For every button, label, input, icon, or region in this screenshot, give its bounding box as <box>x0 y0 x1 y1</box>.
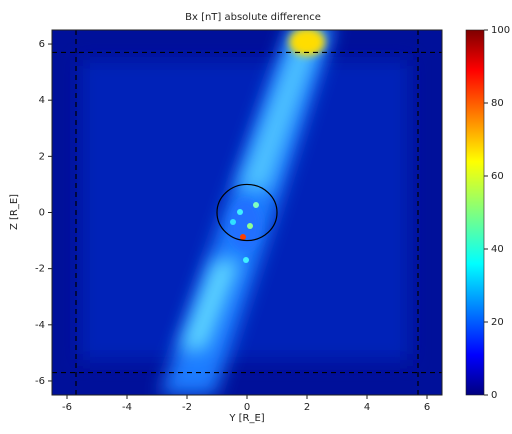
chart-title: Bx [nT] absolute difference <box>185 12 321 23</box>
colorbar-tick-label: 40 <box>491 244 504 255</box>
x-tick-label: 0 <box>244 402 250 413</box>
x-tick-label: -6 <box>62 402 72 413</box>
colorbar-tick-label: 80 <box>491 98 504 109</box>
y-tick-label: 4 <box>39 95 45 106</box>
x-tick-label: -2 <box>182 402 192 413</box>
y-tick-label: 0 <box>39 208 45 219</box>
y-tick-label: 6 <box>39 39 45 50</box>
y-axis-label: Z [R_E] <box>9 194 20 230</box>
colorbar-tick-label: 20 <box>491 317 504 328</box>
y-tick-label: -6 <box>35 376 45 387</box>
heatmap-field <box>52 30 442 395</box>
colorbar-tick-label: 0 <box>491 390 497 401</box>
x-tick-label: 4 <box>364 402 370 413</box>
x-tick-label: -4 <box>122 402 132 413</box>
x-tick-label: 2 <box>304 402 310 413</box>
y-tick-label: 2 <box>39 151 45 162</box>
y-tick-label: -4 <box>35 320 45 331</box>
colorbar-tick-label: 100 <box>491 25 510 36</box>
y-tick-label: -2 <box>35 264 45 275</box>
earth-circle <box>216 183 278 242</box>
colorbar-tick-label: 60 <box>491 171 504 182</box>
colorbar <box>465 29 485 396</box>
x-tick-label: 6 <box>424 402 430 413</box>
x-axis-label: Y [R_E] <box>228 413 264 424</box>
